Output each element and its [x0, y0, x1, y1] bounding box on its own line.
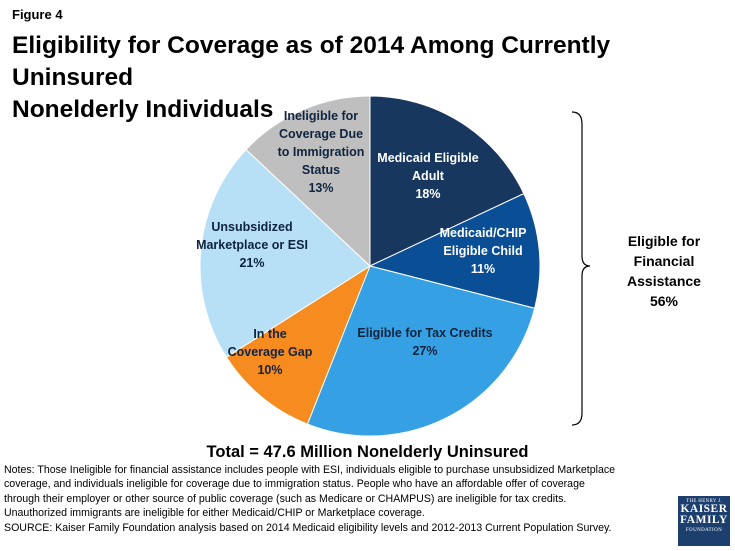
chart-title-line-2: Nonelderly Individuals: [12, 96, 274, 123]
slice-label: Medicaid/CHIP Eligible Child 11%: [440, 226, 527, 276]
pie-slice: [245, 95, 371, 268]
bracket: [571, 111, 591, 426]
notes: Notes: Those Ineligible for financial as…: [4, 463, 664, 535]
pie-slice: [306, 265, 536, 437]
total-label: Total = 47.6 Million Nonelderly Uninsure…: [206, 443, 529, 461]
slice-label: Medicaid Eligible Adult 18%: [377, 151, 478, 201]
logo-line: FOUNDATION: [685, 528, 723, 533]
pie-slice: [199, 148, 371, 358]
slice-label: Ineligible for Coverage Due to Immigration…: [278, 109, 365, 195]
logo-line: KAISER: [680, 503, 728, 515]
chart-title: Eligibility for Coverage as of 2014 Amon…: [12, 30, 727, 126]
bracket-label: Eligible for Financial Assistance 56%: [627, 233, 701, 309]
logo-line: FAMILY: [680, 514, 728, 526]
source-line: SOURCE: Kaiser Family Foundation analysi…: [4, 521, 612, 534]
pie-slice: [368, 192, 541, 309]
pie-slice: [369, 95, 525, 267]
figure-label: Figure 4: [12, 7, 63, 22]
notes-line: coverage, and individuals ineligible for…: [4, 478, 585, 491]
notes-line: Notes: Those Ineligible for financial as…: [4, 464, 616, 476]
kff-logo: THE HENRY J. KAISER FAMILY FOUNDATION: [678, 496, 730, 546]
notes-line: Unauthorized immigrants are ineligible f…: [4, 507, 425, 520]
logo-line: THE HENRY J.: [686, 499, 722, 504]
notes-line: through their employer or other source o…: [4, 492, 567, 505]
chart-title-line-1: Eligibility for Coverage as of 2014 Amon…: [12, 32, 611, 91]
slice-label: In the Coverage Gap 10%: [228, 327, 313, 377]
slice-label: Eligible for Tax Credits 27%: [357, 326, 492, 358]
slice-label: Unsubsidized Marketplace or ESI 21%: [196, 220, 308, 270]
pie-slice: [225, 264, 372, 425]
